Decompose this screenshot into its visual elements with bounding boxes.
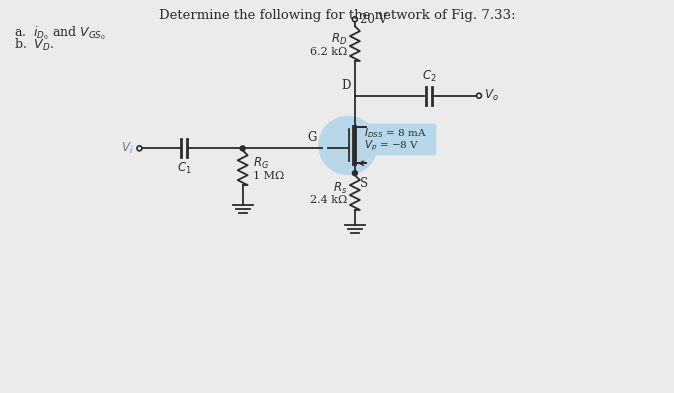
Text: 6.2 kΩ: 6.2 kΩ (309, 46, 347, 57)
Text: $C_2$: $C_2$ (422, 69, 437, 84)
Text: $C_1$: $C_1$ (177, 161, 191, 176)
Text: Determine the following for the network of Fig. 7.33:: Determine the following for the network … (158, 9, 516, 22)
Circle shape (240, 146, 245, 151)
Circle shape (353, 171, 357, 176)
Text: a.  $i_{D_0}$ and $V_{GS_0}$: a. $i_{D_0}$ and $V_{GS_0}$ (14, 24, 106, 42)
Text: 20 V: 20 V (360, 13, 387, 26)
Text: 2.4 kΩ: 2.4 kΩ (309, 195, 347, 206)
Text: $V_i$: $V_i$ (121, 141, 133, 156)
Text: G: G (308, 131, 317, 144)
Text: $V_p$ = −8 V: $V_p$ = −8 V (364, 138, 419, 152)
Text: $R_D$: $R_D$ (331, 32, 347, 47)
FancyBboxPatch shape (358, 123, 436, 155)
Text: $V_o$: $V_o$ (484, 88, 499, 103)
Text: $R_G$: $R_G$ (253, 156, 269, 171)
Text: $R_s$: $R_s$ (333, 181, 347, 196)
Text: D: D (342, 79, 351, 92)
Text: S: S (360, 177, 368, 190)
Text: $I_{DSS}$ = 8 mA: $I_{DSS}$ = 8 mA (364, 127, 427, 140)
Circle shape (318, 116, 377, 175)
Text: 1 MΩ: 1 MΩ (253, 171, 284, 181)
Text: b.  $V_D$.: b. $V_D$. (14, 37, 55, 53)
